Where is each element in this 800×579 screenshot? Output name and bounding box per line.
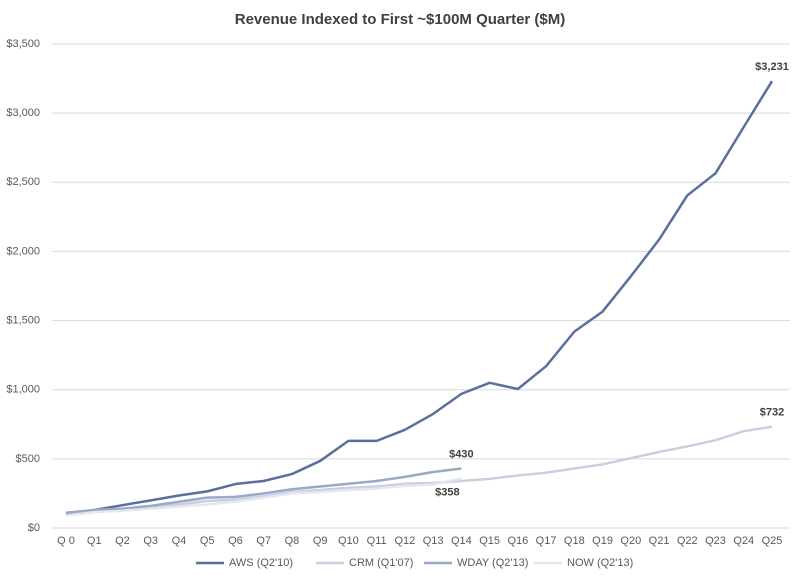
x-tick-label: Q2 [115, 535, 130, 547]
x-tick-label: Q13 [423, 535, 444, 547]
y-tick-label: $1,000 [6, 384, 40, 396]
x-tick-label: Q1 [87, 535, 102, 547]
y-tick-label: $3,500 [6, 38, 40, 50]
x-tick-label: Q14 [451, 535, 472, 547]
data-label: $430 [449, 448, 473, 460]
x-tick-label: Q19 [592, 535, 613, 547]
legend-label: AWS (Q2'10) [229, 557, 293, 569]
legend-label: WDAY (Q2'13) [457, 557, 528, 569]
series-line [65, 425, 773, 515]
data-label: $732 [760, 407, 784, 419]
x-tick-label: Q22 [677, 535, 698, 547]
x-tick-label: Q4 [172, 535, 187, 547]
chart-title: Revenue Indexed to First ~$100M Quarter … [235, 11, 566, 28]
series-line [65, 467, 462, 515]
x-tick-label: Q5 [200, 535, 215, 547]
x-tick-label: Q12 [394, 535, 415, 547]
y-tick-label: $2,500 [6, 176, 40, 188]
y-tick-label: $0 [28, 522, 40, 534]
series-line [65, 80, 774, 516]
x-tick-label: Q 0 [57, 535, 75, 547]
legend-label: NOW (Q2'13) [567, 557, 633, 569]
x-tick-label: Q25 [762, 535, 783, 547]
data-label: $358 [435, 486, 459, 498]
y-tick-label: $3,000 [6, 107, 40, 119]
x-tick-label: Q6 [228, 535, 243, 547]
x-tick-label: Q9 [313, 535, 328, 547]
x-tick-label: Q23 [705, 535, 726, 547]
x-tick-label: Q15 [479, 535, 500, 547]
x-tick-label: Q24 [733, 535, 754, 547]
series-line [65, 477, 462, 517]
data-label: $3,231 [755, 61, 789, 73]
y-tick-label: $1,500 [6, 314, 40, 326]
x-tick-label: Q11 [367, 535, 387, 547]
x-tick-label: Q8 [285, 535, 300, 547]
y-tick-label: $500 [16, 453, 40, 465]
y-tick-label: $2,000 [6, 245, 40, 257]
legend-label: CRM (Q1'07) [349, 557, 413, 569]
x-tick-label: Q16 [507, 535, 528, 547]
x-tick-label: Q7 [256, 535, 271, 547]
x-tick-label: Q17 [536, 535, 557, 547]
x-tick-label: Q3 [143, 535, 158, 547]
x-tick-label: Q21 [649, 535, 670, 547]
x-tick-label: Q18 [564, 535, 585, 547]
x-tick-label: Q20 [620, 535, 641, 547]
x-tick-label: Q10 [338, 535, 359, 547]
